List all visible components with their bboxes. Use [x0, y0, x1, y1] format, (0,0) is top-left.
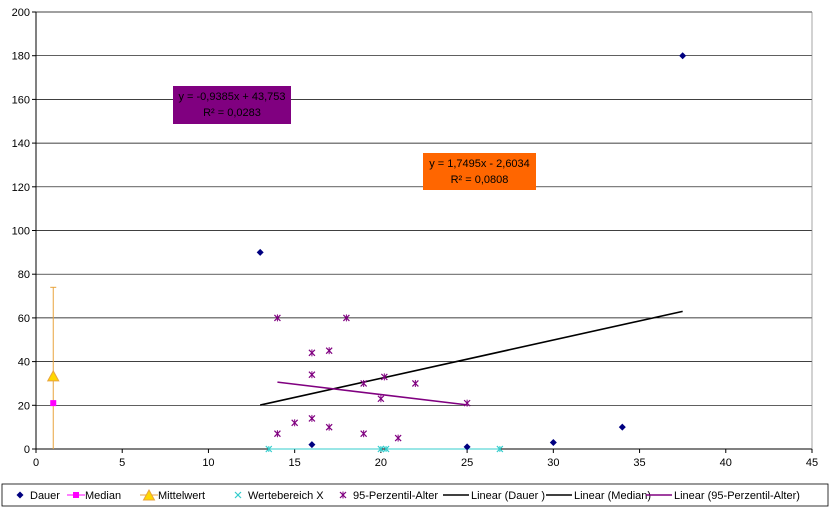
range-and-error-bars — [50, 286, 501, 452]
legend-marker — [16, 491, 24, 499]
legend-label: Linear (Median) — [574, 490, 651, 502]
gridlines — [36, 11, 812, 406]
y-tick-label: 60 — [18, 313, 30, 325]
data-point-star — [377, 395, 385, 403]
y-tick-label: 0 — [24, 444, 30, 456]
data-point-star — [342, 314, 350, 322]
data-point-diamond — [308, 441, 316, 449]
y-tick-label: 140 — [12, 138, 30, 150]
legend-item: Linear (Dauer ) — [443, 490, 545, 502]
data-point-star — [308, 414, 316, 422]
data-point-star — [411, 379, 419, 387]
axes — [32, 11, 813, 453]
legend-label: Linear (Dauer ) — [471, 490, 545, 502]
r-squared-text: R² = 0,0808 — [451, 174, 509, 186]
data-point-star — [463, 399, 471, 407]
data-point-star — [291, 419, 299, 427]
legend-marker — [234, 491, 242, 499]
y-tick-label: 180 — [12, 51, 30, 63]
data-point-diamond — [463, 443, 471, 451]
trendline — [277, 381, 468, 406]
x-tick-label: 10 — [202, 457, 214, 469]
legend-item: Linear (Median) — [546, 490, 651, 502]
data-point-star — [273, 430, 281, 438]
legend-label: Dauer — [30, 490, 60, 502]
equation-box: y = 1,7495x - 2,6034 R² = 0,0808 — [423, 153, 536, 190]
x-tick-label: 35 — [633, 457, 645, 469]
y-tick-label: 120 — [12, 182, 30, 194]
legend-label: 95-Perzentil-Alter — [353, 490, 438, 502]
legend-item: Dauer — [16, 490, 60, 502]
x-tick-label: 40 — [720, 457, 732, 469]
legend-item: Wertebereich X — [234, 490, 324, 502]
legend-item: 95-Perzentil-Alter — [339, 490, 438, 502]
trendlines — [260, 310, 683, 406]
x-tick-label: 0 — [33, 457, 39, 469]
data-point-x — [377, 445, 385, 453]
x-tick-label: 20 — [375, 457, 387, 469]
y-tick-label: 200 — [12, 7, 30, 19]
data-point-star — [273, 314, 281, 322]
equation-box-bg — [423, 153, 536, 190]
data-point-star — [308, 371, 316, 379]
data-point-star — [325, 347, 333, 355]
data-point-star — [360, 379, 368, 387]
x-tick-label: 15 — [289, 457, 301, 469]
data-points — [46, 52, 687, 453]
data-point-diamond — [549, 438, 557, 446]
data-point-x — [382, 445, 390, 453]
y-tick-label: 160 — [12, 94, 30, 106]
data-point-triangle — [46, 369, 60, 382]
tick-labels: 0 20 40 60 80 100 120 140 160 180 200 0 5 10 15 20 25 30 3… — [12, 7, 818, 469]
equation-box-bg — [173, 86, 291, 124]
y-tick-label: 100 — [12, 226, 30, 238]
equation-text: y = -0,9385x + 43,753 — [178, 91, 285, 103]
x-tick-label: 45 — [806, 457, 818, 469]
legend-label: Wertebereich X — [248, 490, 324, 502]
data-point-diamond — [256, 248, 264, 256]
data-point-square — [50, 400, 57, 407]
data-point-star — [380, 373, 388, 381]
legend-marker — [73, 492, 79, 498]
y-tick-label: 20 — [18, 400, 30, 412]
equation-labels: y = -0,9385x + 43,753 R² = 0,0283 y = 1,74… — [173, 86, 536, 190]
legend-item: Median — [67, 490, 121, 502]
legend: Dauer Median Mittelwert Wertebereich X 95-Pe… — [1, 483, 829, 507]
y-tick-label: 40 — [18, 357, 30, 369]
data-point-diamond — [618, 423, 626, 431]
legend-label: Mittelwert — [158, 490, 205, 502]
legend-label: Linear (95-Perzentil-Alter) — [674, 490, 800, 502]
data-point-diamond — [679, 52, 687, 60]
x-tick-label: 5 — [119, 457, 125, 469]
equation-box: y = -0,9385x + 43,753 R² = 0,0283 — [173, 86, 291, 124]
legend-marker — [142, 488, 156, 501]
x-tick-label: 30 — [547, 457, 559, 469]
trendline — [260, 310, 683, 406]
x-tick-label: 25 — [461, 457, 473, 469]
y-tick-label: 80 — [18, 269, 30, 281]
legend-item: Linear (95-Perzentil-Alter) — [646, 490, 800, 502]
legend-label: Median — [85, 490, 121, 502]
equation-text: y = 1,7495x - 2,6034 — [429, 158, 530, 170]
data-point-x — [496, 445, 504, 453]
legend-box — [1, 483, 829, 507]
r-squared-text: R² = 0,0283 — [203, 107, 261, 119]
legend-marker — [339, 491, 347, 499]
data-point-star — [360, 430, 368, 438]
data-point-x — [265, 445, 273, 453]
legend-item: Mittelwert — [140, 488, 205, 502]
data-point-star — [394, 434, 402, 442]
data-point-star — [308, 349, 316, 357]
data-point-star — [325, 423, 333, 431]
